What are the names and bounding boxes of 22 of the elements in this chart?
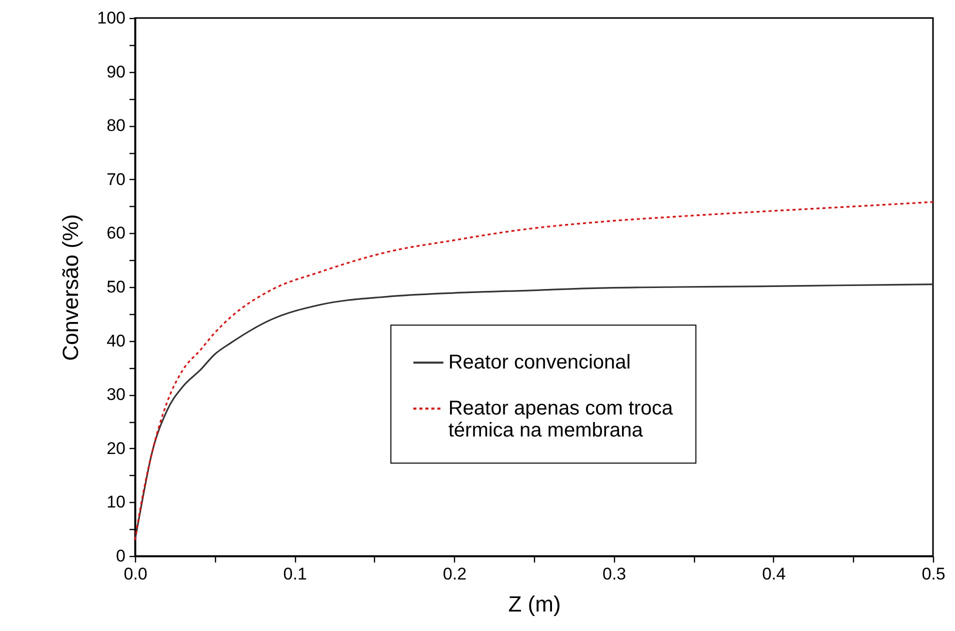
y-tick-label: 0 [116, 546, 126, 566]
y-tick-label: 60 [106, 224, 126, 243]
x-tick-label: 0.4 [762, 564, 786, 584]
y-tick-label: 20 [106, 438, 126, 458]
x-tick-label: 0.5 [922, 564, 946, 584]
x-tick-label: 0.2 [442, 564, 467, 584]
y-axis-title: Conversão (%) [58, 214, 84, 361]
legend-label: Reator apenas com troca térmica na membrana [448, 398, 674, 442]
y-tick-label: 40 [106, 331, 126, 350]
y-tick-label: 50 [106, 278, 126, 296]
line-series [134, 201, 934, 541]
x-axis-title: Z (m) [508, 592, 561, 616]
y-tick-label: 70 [106, 170, 126, 189]
legend-label: Reator convencional [448, 352, 631, 374]
x-tick-label: 0.3 [602, 564, 626, 584]
y-tick-label: 80 [106, 116, 126, 136]
y-tick-label: 30 [106, 385, 126, 404]
y-tick-label: 10 [106, 492, 126, 512]
x-tick-label: 0.0 [124, 564, 148, 584]
y-tick-label: 90 [106, 62, 126, 82]
x-tick-label: 0.1 [283, 564, 307, 584]
y-tick-label: 100 [97, 8, 126, 28]
